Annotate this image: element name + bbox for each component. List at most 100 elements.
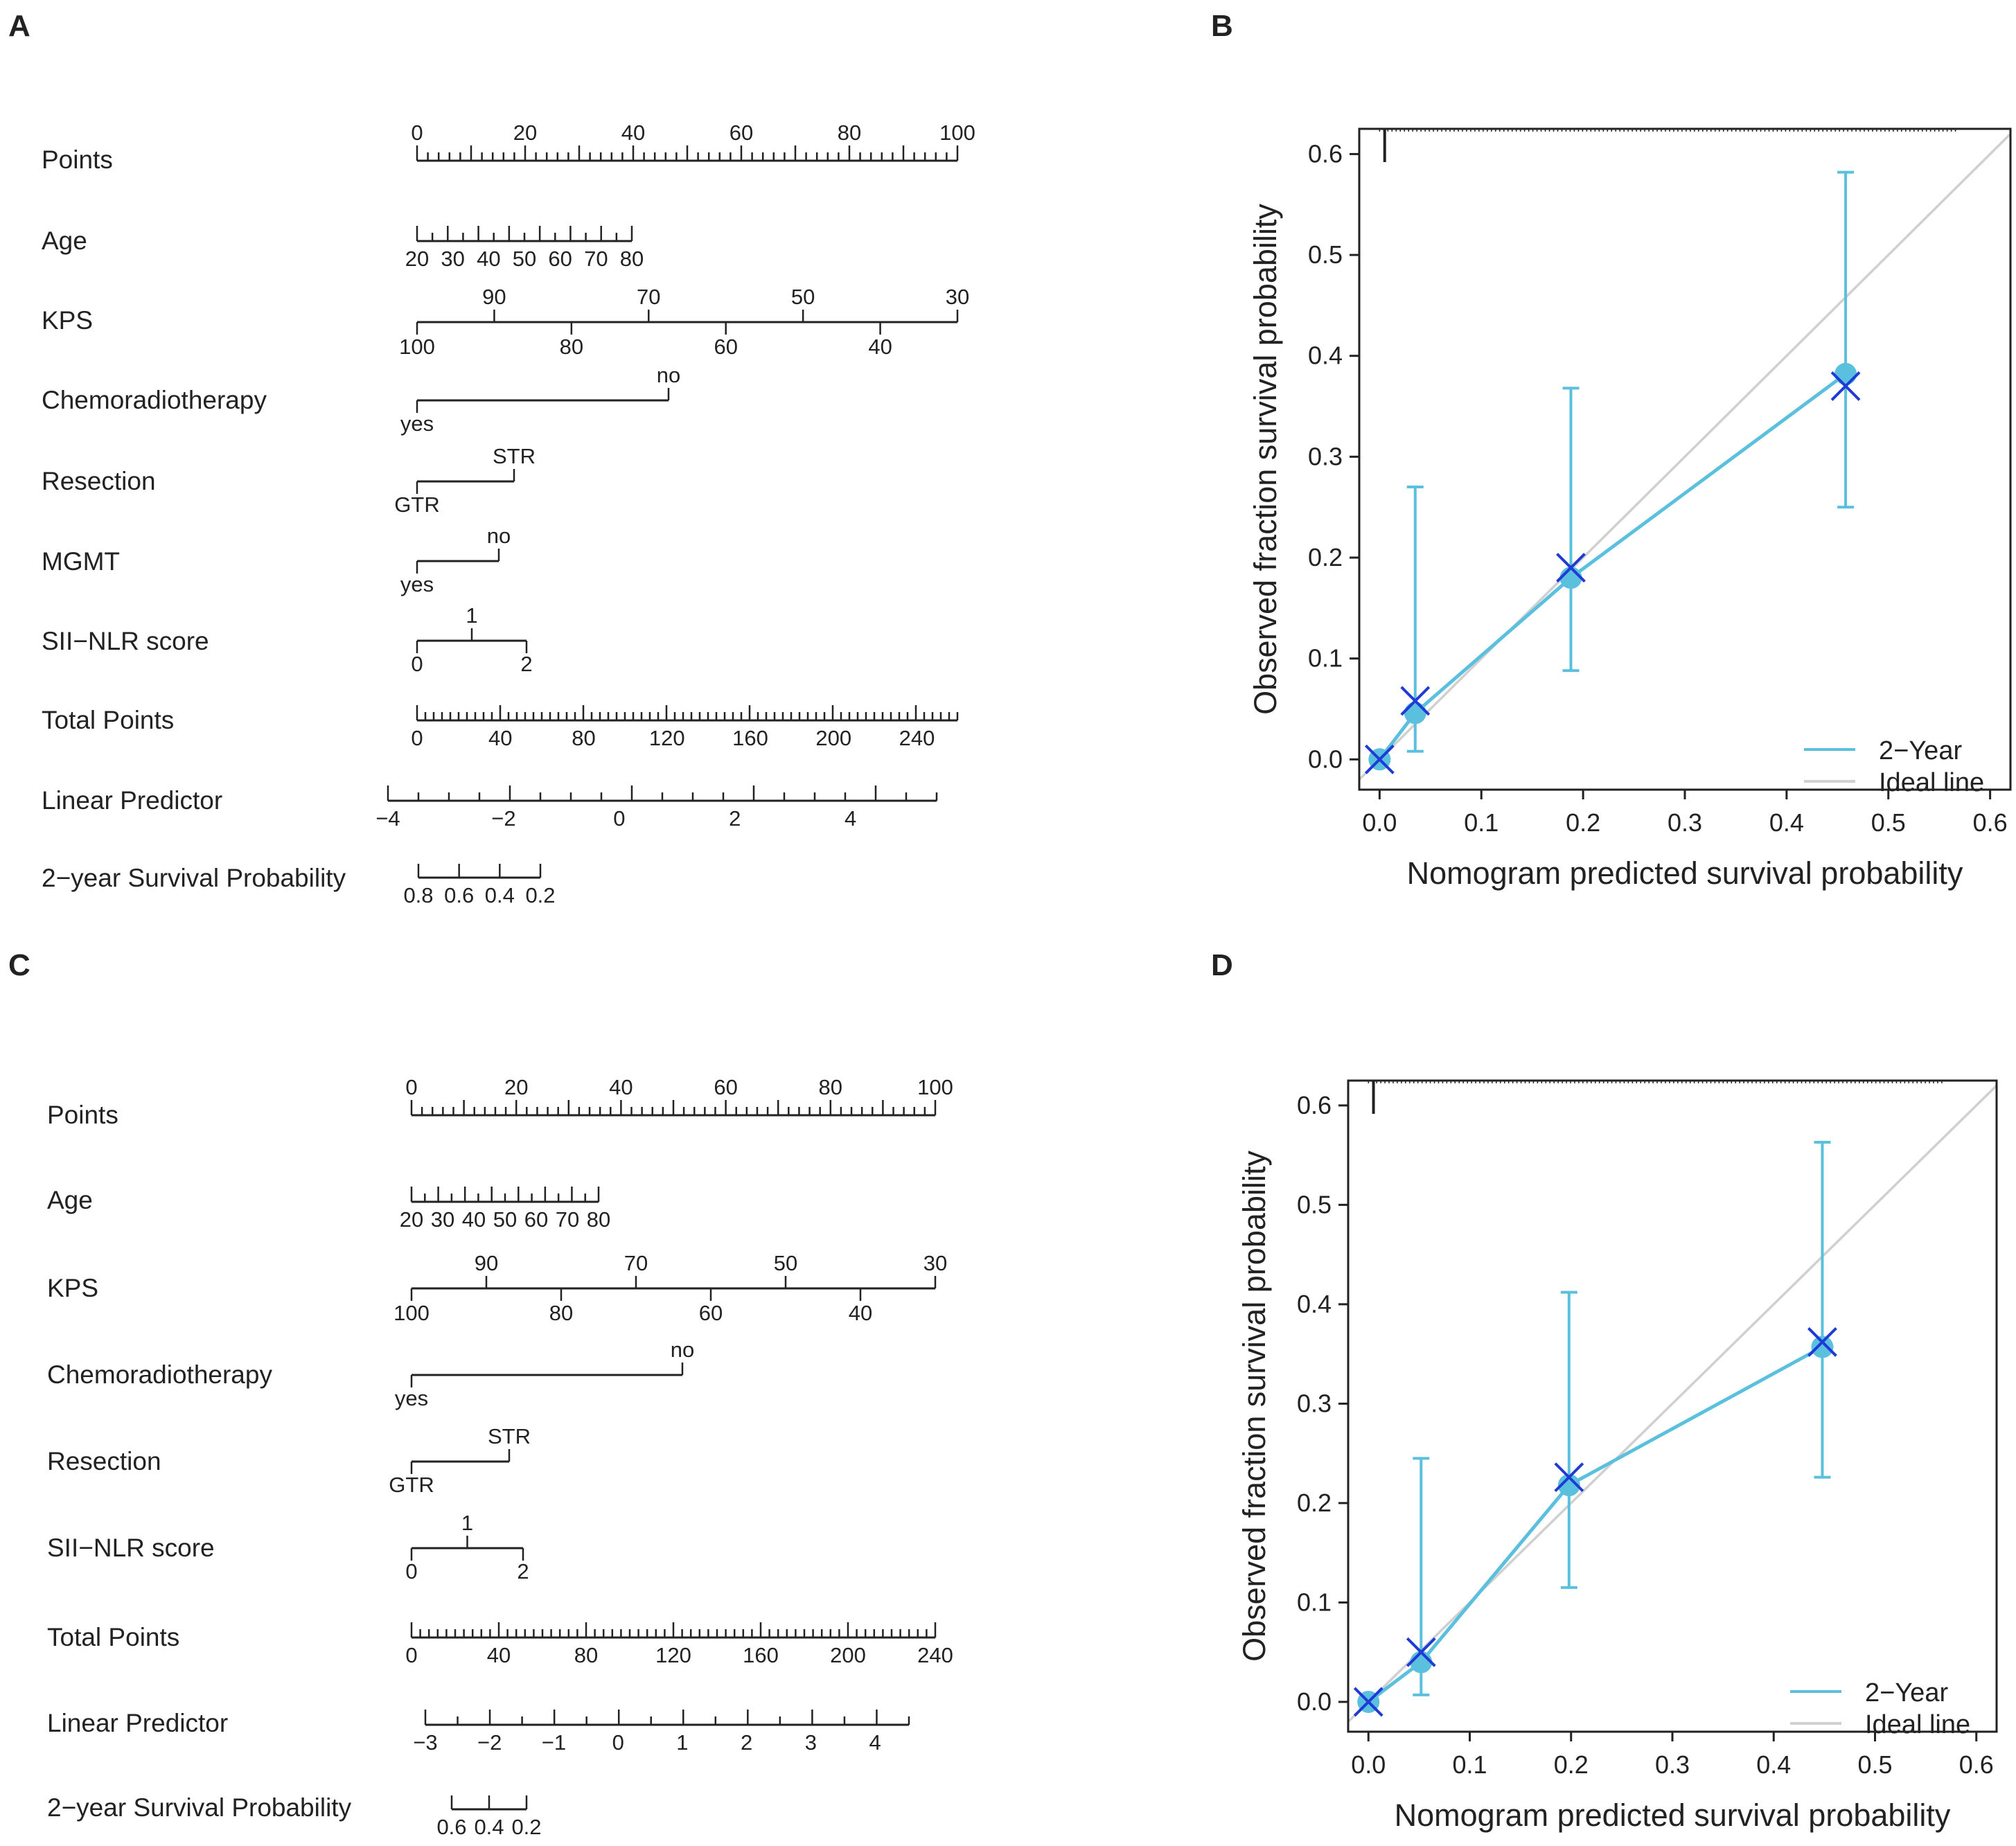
row-4-level-1: no bbox=[671, 1338, 694, 1362]
row-1-tick-label-0: 0 bbox=[405, 1075, 417, 1099]
row-1-tick-label-2: 40 bbox=[609, 1075, 633, 1099]
panel-letter-a: A bbox=[8, 9, 30, 43]
y-tick-label-1: 0.1 bbox=[1297, 1588, 1332, 1616]
x-tick-label-6: 0.6 bbox=[1959, 1750, 1994, 1779]
cross-marker-0-b bbox=[1364, 744, 1395, 774]
row-3-bottom-label-2: 60 bbox=[714, 335, 737, 359]
y-tick-label-0: 0.0 bbox=[1297, 1687, 1332, 1716]
row-7-label: SII−NLR score bbox=[42, 627, 209, 655]
row-6-level-1: 1 bbox=[461, 1511, 473, 1535]
row-3-bottom-label-0: 100 bbox=[399, 335, 435, 359]
row-7-tick-label-4: 160 bbox=[743, 1643, 779, 1667]
row-2-tick-label-3: 50 bbox=[513, 247, 536, 271]
row-1-label: Points bbox=[42, 145, 113, 174]
row-1-tick-label-1: 20 bbox=[504, 1075, 528, 1099]
row-10-tick-label-1: 0.6 bbox=[444, 883, 474, 907]
plot-frame bbox=[1358, 127, 2012, 791]
x-tick-label-1: 0.1 bbox=[1464, 808, 1498, 837]
ideal-line bbox=[1359, 133, 2010, 781]
row-8-tick-label-5: 2 bbox=[741, 1730, 752, 1755]
row-3-bottom-label-1: 80 bbox=[549, 1301, 573, 1325]
row-1-tick-label-3: 60 bbox=[714, 1075, 737, 1099]
calibration-plot-d: 0.0 0.1 0.2 0.3 0.4 0.5 0.6 0.0 0.1 0.2 0.3 0.4 0.5 0… bbox=[1237, 1079, 1998, 1833]
row-10-label: 2−year Survival Probability bbox=[42, 864, 346, 892]
row-8-tick-label-3: 0 bbox=[612, 1730, 624, 1755]
row-5-level-0: GTR bbox=[389, 1473, 434, 1497]
row-3-label: KPS bbox=[47, 1274, 98, 1302]
row-9-tick-label-2: 0 bbox=[613, 806, 625, 831]
y-tick-label-2: 0.2 bbox=[1297, 1489, 1332, 1517]
cross-marker-3-b bbox=[1830, 371, 1861, 401]
row-1-tick-label-4: 80 bbox=[819, 1075, 842, 1099]
series-line-2-year bbox=[1378, 372, 1847, 761]
data-point-1 bbox=[1410, 1651, 1433, 1674]
row-9-label: 2−year Survival Probability bbox=[47, 1793, 352, 1822]
row-8-label: Linear Predictor bbox=[47, 1709, 228, 1737]
row-3-top-label-3: 30 bbox=[923, 1251, 947, 1275]
row-8-tick-label-2: 80 bbox=[572, 726, 595, 750]
x-axis-label: Nomogram predicted survival probability bbox=[1407, 855, 1963, 891]
row-9-tick-label-0: 0.6 bbox=[436, 1815, 466, 1839]
row-6-level-1: no bbox=[487, 524, 511, 548]
row-8-tick-label-4: 160 bbox=[732, 726, 768, 750]
calibration-plot-b: 0.0 0.1 0.2 0.3 0.4 0.5 0.6 0.0 0.1 0.2 0.3 0.4 0.5 0… bbox=[1248, 127, 2012, 891]
row-6-level-0: yes bbox=[400, 572, 434, 596]
ideal-line bbox=[1348, 1084, 1997, 1723]
row-3-label: KPS bbox=[42, 306, 93, 335]
row-2-tick-label-3: 50 bbox=[493, 1207, 517, 1232]
row-7-level-2: 2 bbox=[520, 652, 532, 676]
x-tick-label-3: 0.3 bbox=[1668, 808, 1702, 837]
panel-letter-b: B bbox=[1211, 9, 1233, 43]
data-point-2 bbox=[1557, 1474, 1580, 1497]
row-2-tick-label-0: 20 bbox=[405, 247, 429, 271]
x-tick-label-0: 0.0 bbox=[1362, 808, 1397, 837]
row-8-tick-label-0: 0 bbox=[411, 726, 423, 750]
row-1-tick-label-5: 100 bbox=[917, 1075, 953, 1099]
row-2-tick-label-5: 70 bbox=[556, 1207, 579, 1232]
row-2-tick-label-6: 80 bbox=[620, 247, 644, 271]
row-3-top-label-0: 90 bbox=[475, 1251, 498, 1275]
row-3-bottom-label-2: 60 bbox=[699, 1301, 723, 1325]
row-2-tick-label-1: 30 bbox=[431, 1207, 454, 1232]
row-6-label: SII−NLR score bbox=[47, 1534, 215, 1562]
row-3-bottom-label-0: 100 bbox=[394, 1301, 430, 1325]
row-2-tick-label-1: 30 bbox=[441, 247, 464, 271]
legend-label-2-year: 2−Year bbox=[1865, 1678, 1948, 1707]
legend-label-ideal-line: Ideal line bbox=[1865, 1710, 1970, 1739]
row-8-tick-label-2: −1 bbox=[542, 1730, 566, 1755]
row-6-label: MGMT bbox=[42, 547, 120, 576]
y-tick-label-4: 0.4 bbox=[1308, 341, 1343, 370]
y-axis-label: Observed fraction survival probability bbox=[1248, 204, 1283, 715]
row-5-label: Resection bbox=[42, 467, 156, 495]
row-3-top-label-1: 70 bbox=[637, 285, 660, 309]
row-5-label: Resection bbox=[47, 1447, 161, 1475]
x-tick-label-3: 0.3 bbox=[1655, 1750, 1690, 1779]
row-2-tick-label-2: 40 bbox=[462, 1207, 486, 1232]
data-point-3 bbox=[1834, 362, 1857, 385]
row-2-tick-label-4: 60 bbox=[524, 1207, 548, 1232]
row-10-tick-label-0: 0.8 bbox=[403, 883, 433, 907]
y-tick-label-3: 0.3 bbox=[1297, 1389, 1332, 1417]
y-tick-label-1: 0.1 bbox=[1308, 644, 1343, 673]
row-4-level-0: yes bbox=[400, 411, 434, 436]
data-point-1 bbox=[1404, 702, 1426, 725]
row-7-tick-label-2: 80 bbox=[574, 1643, 598, 1667]
row-1-tick-label-2: 40 bbox=[621, 121, 645, 145]
cross-marker-3-b bbox=[1807, 1327, 1837, 1357]
legend-label-ideal-line: Ideal line bbox=[1879, 768, 1984, 797]
panel-letter-d: D bbox=[1211, 948, 1233, 982]
row-8-tick-label-5: 200 bbox=[815, 726, 851, 750]
row-2-label: Age bbox=[47, 1186, 93, 1214]
row-7-tick-label-5: 200 bbox=[830, 1643, 866, 1667]
x-axis-label: Nomogram predicted survival probability bbox=[1395, 1798, 1951, 1833]
row-9-tick-label-1: 0.4 bbox=[474, 1815, 504, 1839]
row-8-tick-label-7: 4 bbox=[869, 1730, 881, 1755]
row-8-tick-label-1: 40 bbox=[488, 726, 512, 750]
row-8-tick-label-1: −2 bbox=[477, 1730, 502, 1755]
x-tick-label-5: 0.5 bbox=[1857, 1750, 1892, 1779]
row-2-tick-label-2: 40 bbox=[477, 247, 500, 271]
y-tick-label-2: 0.2 bbox=[1308, 543, 1343, 571]
row-2-tick-label-5: 70 bbox=[584, 247, 608, 271]
row-9-tick-label-4: 4 bbox=[845, 806, 856, 831]
